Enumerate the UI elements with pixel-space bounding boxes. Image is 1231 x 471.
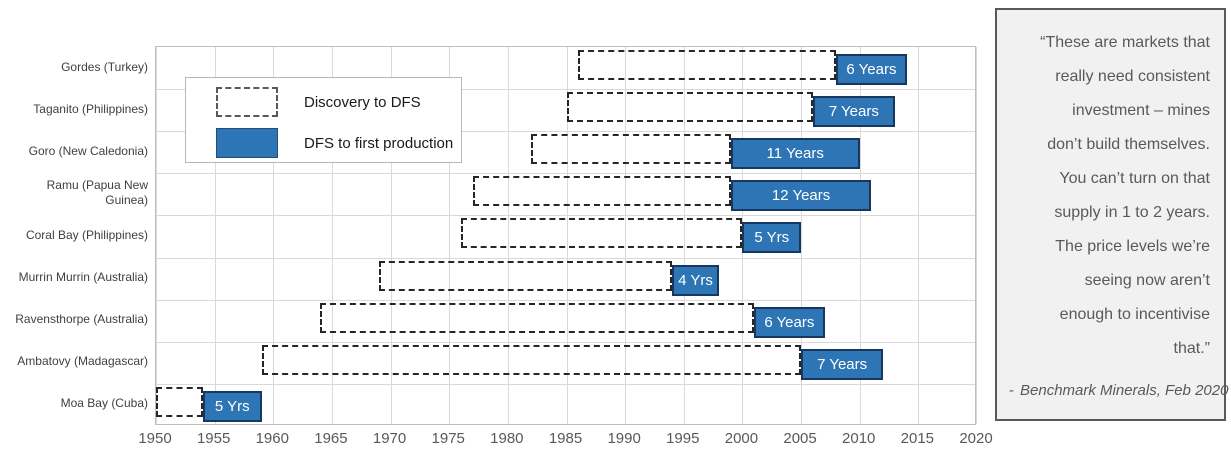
quote-line: The price levels we’re <box>1055 238 1210 255</box>
gridline-vertical <box>683 47 685 424</box>
gridline-vertical <box>566 47 568 424</box>
y-axis-category-label: Moa Bay (Cuba) <box>60 396 148 411</box>
gridline-vertical <box>859 47 861 424</box>
gridline-horizontal <box>156 131 975 133</box>
x-axis-tick-label: 1980 <box>490 430 524 447</box>
x-axis-tick-label: 1955 <box>196 430 231 447</box>
x-axis-tick-label: 2000 <box>724 430 759 447</box>
gridline-horizontal <box>156 173 975 175</box>
quote-line: don’t build themselves. <box>1047 136 1210 153</box>
legend-swatch-solid <box>216 128 278 158</box>
quote-line: investment – mines <box>1072 102 1210 119</box>
x-axis-tick-label: 2020 <box>959 430 993 447</box>
gridline-vertical <box>918 47 920 424</box>
gridline-horizontal <box>156 89 975 91</box>
gridline-vertical <box>390 47 392 424</box>
quote-line: that.” <box>1173 340 1210 357</box>
bar-discovery-to-dfs <box>578 50 837 80</box>
bar-dfs-to-production: 6 Years <box>836 54 907 85</box>
y-axis-category-label: Coral Bay (Philippines) <box>25 227 148 242</box>
timeline-chart: 6 Years 7 Years 11 Years 12 Years 5 Yrs 4 Yrs… <box>15 46 993 447</box>
gridline-horizontal <box>156 383 975 385</box>
bar-discovery-to-dfs <box>320 302 755 333</box>
bar-dfs-to-production: 4 Yrs <box>672 264 719 296</box>
bar-discovery-to-dfs <box>156 386 203 417</box>
x-axis-tick-label: 1960 <box>255 430 289 447</box>
y-axis-category-label: Ramu (Papua New Guinea) <box>46 178 148 208</box>
legend-label: Discovery to DFS <box>304 93 421 111</box>
quote-line: “These are markets that <box>1040 34 1210 51</box>
bar-dfs-to-production: 12 Years <box>730 180 872 212</box>
gridline-horizontal <box>156 341 975 343</box>
bar-discovery-to-dfs <box>472 176 731 207</box>
x-axis-tick-label: 1990 <box>607 430 641 447</box>
legend-item-discovery: Discovery to DFS <box>216 86 421 118</box>
x-axis-tick-label: 2015 <box>900 430 935 447</box>
legend-swatch-dashed <box>216 87 278 117</box>
gridline-vertical <box>507 47 509 424</box>
legend-item-production: DFS to first production <box>216 127 453 159</box>
gridline-vertical <box>801 47 803 424</box>
bar-discovery-to-dfs <box>531 134 731 165</box>
bar-discovery-to-dfs <box>378 260 673 291</box>
quote-line: You can’t turn on that <box>1059 170 1210 187</box>
attribution-source: Benchmark Minerals, Feb 2020 <box>1020 382 1229 399</box>
gridline-horizontal <box>156 299 975 301</box>
bar-discovery-to-dfs <box>566 92 813 123</box>
gridline-vertical <box>214 47 216 424</box>
y-axis-category-label: Taganito (Philippines) <box>33 101 148 116</box>
y-axis-category-label: Ambatovy (Madagascar) <box>17 354 148 369</box>
bar-dfs-to-production: 11 Years <box>730 138 860 170</box>
gridline-vertical <box>625 47 627 424</box>
x-axis-tick-label: 1985 <box>548 430 583 447</box>
y-axis-category-label: Goro (New Caledonia) <box>28 143 148 158</box>
attribution-dash: - <box>1009 382 1014 399</box>
bar-dfs-to-production: 7 Years <box>801 348 884 380</box>
x-axis-tick-label: 2010 <box>842 430 876 447</box>
quote-line: enough to incentivise <box>1059 306 1210 323</box>
bar-dfs-to-production: 6 Years <box>754 306 825 338</box>
gridline-vertical <box>156 47 157 424</box>
quote-line: seeing now aren’t <box>1084 272 1210 289</box>
quote-line: supply in 1 to 2 years. <box>1054 204 1210 221</box>
quote-panel: “These are markets that really need cons… <box>995 8 1228 421</box>
x-axis-tick-label: 2005 <box>783 430 817 447</box>
gridline-vertical <box>449 47 451 424</box>
bar-discovery-to-dfs <box>261 344 802 375</box>
quote-attribution: - Benchmark Minerals, Feb 2020 <box>1009 382 1228 399</box>
bar-discovery-to-dfs <box>460 218 743 249</box>
bar-dfs-to-production: 5 Yrs <box>742 222 802 254</box>
x-axis-tick-label: 1970 <box>372 430 407 447</box>
y-axis-category-label: Ravensthorpe (Australia) <box>15 312 148 327</box>
gridline-vertical <box>273 47 275 424</box>
quote-line: really need consistent <box>1055 68 1210 85</box>
plot-area: 6 Years 7 Years 11 Years 12 Years 5 Yrs 4 Yrs… <box>155 46 977 425</box>
gridline-horizontal <box>156 215 975 217</box>
legend-label: DFS to first production <box>304 134 454 152</box>
x-axis-tick-label: 1995 <box>666 430 700 447</box>
x-axis-tick-label: 1965 <box>314 430 348 447</box>
x-axis-tick-label: 1950 <box>138 430 172 447</box>
y-axis-category-label: Gordes (Turkey) <box>61 59 148 74</box>
bar-dfs-to-production: 7 Years <box>812 96 895 128</box>
x-axis-tick-label: 1975 <box>431 430 465 447</box>
bar-dfs-to-production: 5 Yrs <box>202 390 262 422</box>
y-axis-category-label: Murrin Murrin (Australia) <box>18 270 148 285</box>
gridline-horizontal <box>156 257 975 259</box>
legend: Discovery to DFS DFS to first production <box>185 77 462 163</box>
gridline-vertical <box>976 47 977 424</box>
gridline-vertical <box>331 47 333 424</box>
